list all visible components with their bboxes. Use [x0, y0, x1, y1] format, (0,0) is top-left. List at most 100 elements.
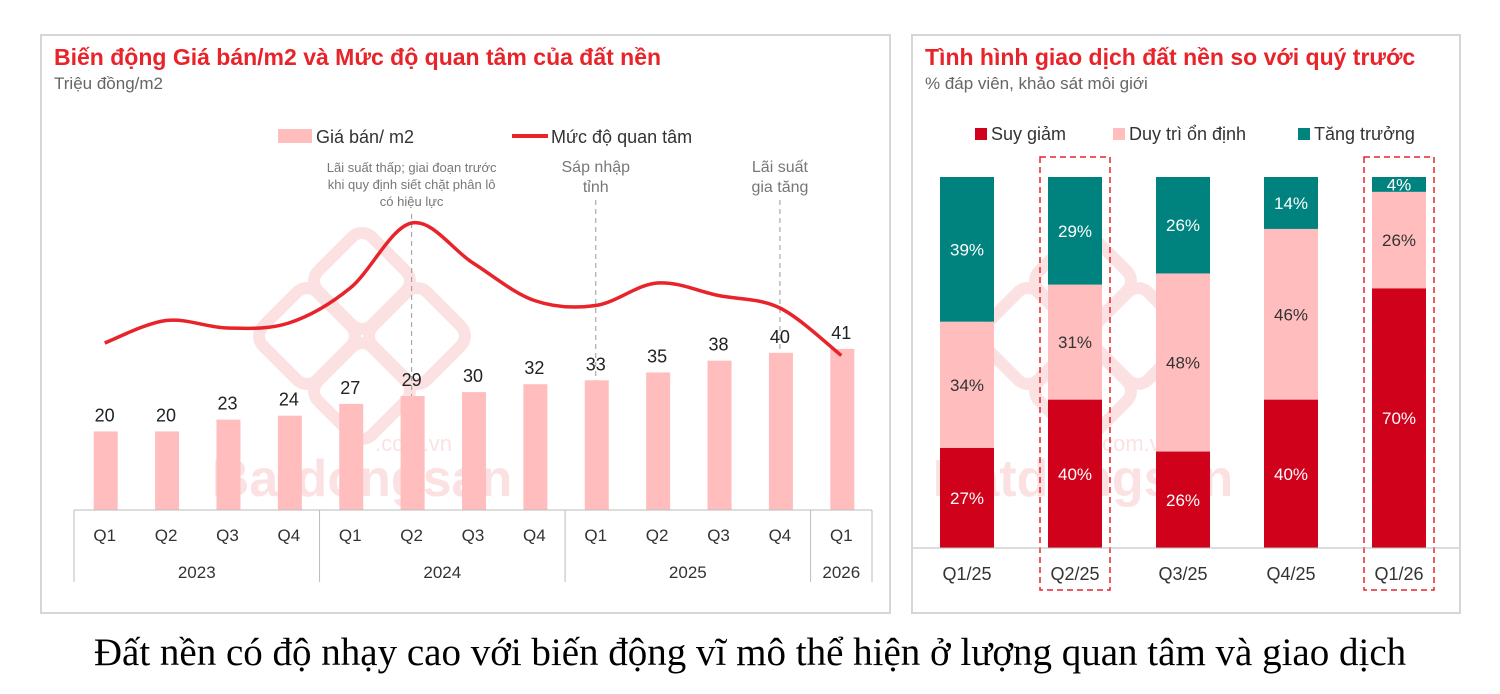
stack-value-label: 48% — [1166, 354, 1200, 373]
stack-value-label: 40% — [1274, 465, 1308, 484]
legend-label: Duy trì ổn định — [1129, 124, 1246, 144]
price-bar — [216, 419, 241, 510]
highlight-box — [1363, 156, 1435, 591]
stack-value-label: 27% — [950, 489, 984, 508]
x-tick-label: Q1 — [830, 526, 853, 545]
price-value-label: 29 — [402, 370, 422, 390]
price-value-label: 38 — [709, 335, 729, 355]
left-chart-title: Biến động Giá bán/m2 và Mức độ quan tâm … — [54, 44, 662, 70]
stack-segment — [1048, 399, 1102, 548]
stack-value-label: 46% — [1274, 305, 1308, 324]
annotation-text: Lãi suất — [752, 159, 809, 176]
stack-segment — [1048, 284, 1102, 400]
annotation-text: gia tăng — [751, 179, 808, 196]
price-bar — [584, 380, 609, 510]
watermark-shape — [308, 227, 416, 335]
annotation-text: Sáp nhập — [562, 159, 631, 176]
stack-value-label: 29% — [1058, 222, 1092, 241]
stack-value-label: 70% — [1382, 409, 1416, 428]
stack-segment — [1372, 177, 1426, 192]
legend-swatch — [975, 128, 987, 140]
stack-value-label: 40% — [1058, 465, 1092, 484]
price-bar — [277, 415, 302, 510]
stack-segment — [1264, 177, 1318, 229]
x-tick-label: Q1 — [339, 526, 362, 545]
stack-segment — [1372, 191, 1426, 289]
x-tick-label: Q2 — [646, 526, 669, 545]
legend-label-price: Giá bán/ m2 — [316, 127, 414, 147]
year-label: 2024 — [423, 563, 461, 582]
left-chart-subtitle: Triệu đồng/m2 — [54, 74, 163, 93]
x-tick-label: Q1/25 — [942, 564, 991, 584]
legend-swatch-price — [278, 129, 312, 143]
legend-label: Tăng trưởng — [1314, 124, 1415, 144]
x-tick-label: Q4 — [769, 526, 792, 545]
stack-value-label: 26% — [1382, 231, 1416, 250]
x-tick-label: Q2 — [400, 526, 423, 545]
stack-segment — [1372, 288, 1426, 548]
price-bar — [93, 431, 118, 510]
watermark-shape — [363, 282, 471, 390]
x-tick-label: Q3/25 — [1158, 564, 1207, 584]
right-chart-title: Tình hình giao dịch đất nền so với quý t… — [925, 44, 1416, 70]
annotation-text: Lãi suất thấp; giai đoạn trước — [327, 160, 497, 175]
stack-value-label: 34% — [950, 376, 984, 395]
x-tick-label: Q3 — [216, 526, 239, 545]
x-tick-label: Q1/26 — [1374, 564, 1423, 584]
stack-segment — [940, 177, 994, 322]
price-bar — [646, 372, 671, 510]
price-bar — [830, 348, 855, 510]
highlight-box — [1039, 156, 1111, 591]
stack-segment — [940, 447, 994, 548]
price-value-label: 27 — [340, 378, 360, 398]
price-value-label: 33 — [586, 354, 606, 374]
x-tick-label: Q2 — [155, 526, 178, 545]
price-value-label: 40 — [770, 327, 790, 347]
stack-segment — [1156, 451, 1210, 548]
stack-segment — [1156, 177, 1210, 274]
x-tick-label: Q3 — [707, 526, 730, 545]
price-value-label: 20 — [156, 405, 176, 425]
x-tick-label: Q3 — [462, 526, 485, 545]
price-value-label: 32 — [524, 358, 544, 378]
price-bar — [707, 360, 732, 510]
watermark-shape — [308, 337, 416, 445]
price-value-label: 20 — [95, 405, 115, 425]
stack-segment — [940, 321, 994, 448]
year-label: 2025 — [669, 563, 707, 582]
stack-value-label: 26% — [1166, 216, 1200, 235]
right-chart-subtitle: % đáp viên, khảo sát môi giới — [925, 74, 1148, 93]
interest-line — [104, 221, 843, 357]
price-bar — [155, 431, 180, 510]
watermark-shape — [253, 282, 361, 390]
x-tick-label: Q4/25 — [1266, 564, 1315, 584]
price-value-label: 35 — [647, 346, 667, 366]
stack-value-label: 4% — [1387, 175, 1412, 194]
legend-swatch — [1113, 128, 1125, 140]
annotation-text: khi quy định siết chặt phân lô — [328, 177, 496, 192]
stack-segment — [1048, 177, 1102, 285]
stack-value-label: 14% — [1274, 194, 1308, 213]
price-bar — [523, 384, 548, 510]
stack-value-label: 26% — [1166, 491, 1200, 510]
price-bar — [400, 396, 425, 510]
price-value-label: 41 — [831, 323, 851, 343]
stack-segment — [1264, 228, 1318, 400]
x-tick-label: Q1 — [584, 526, 607, 545]
stack-segment — [1264, 399, 1318, 548]
price-bar — [768, 352, 793, 510]
year-label: 2023 — [178, 563, 216, 582]
legend-label: Suy giảm — [991, 124, 1066, 144]
price-bar — [462, 392, 486, 510]
price-bar — [339, 403, 364, 510]
legend-swatch — [1298, 128, 1310, 140]
stack-value-label: 31% — [1058, 333, 1092, 352]
year-label: 2026 — [822, 563, 860, 582]
price-value-label: 24 — [279, 390, 299, 410]
x-tick-label: Q4 — [278, 526, 301, 545]
x-tick-label: Q2/25 — [1050, 564, 1099, 584]
annotation-text: có hiệu lực — [380, 194, 444, 209]
x-tick-label: Q4 — [523, 526, 546, 545]
price-value-label: 23 — [217, 394, 237, 414]
